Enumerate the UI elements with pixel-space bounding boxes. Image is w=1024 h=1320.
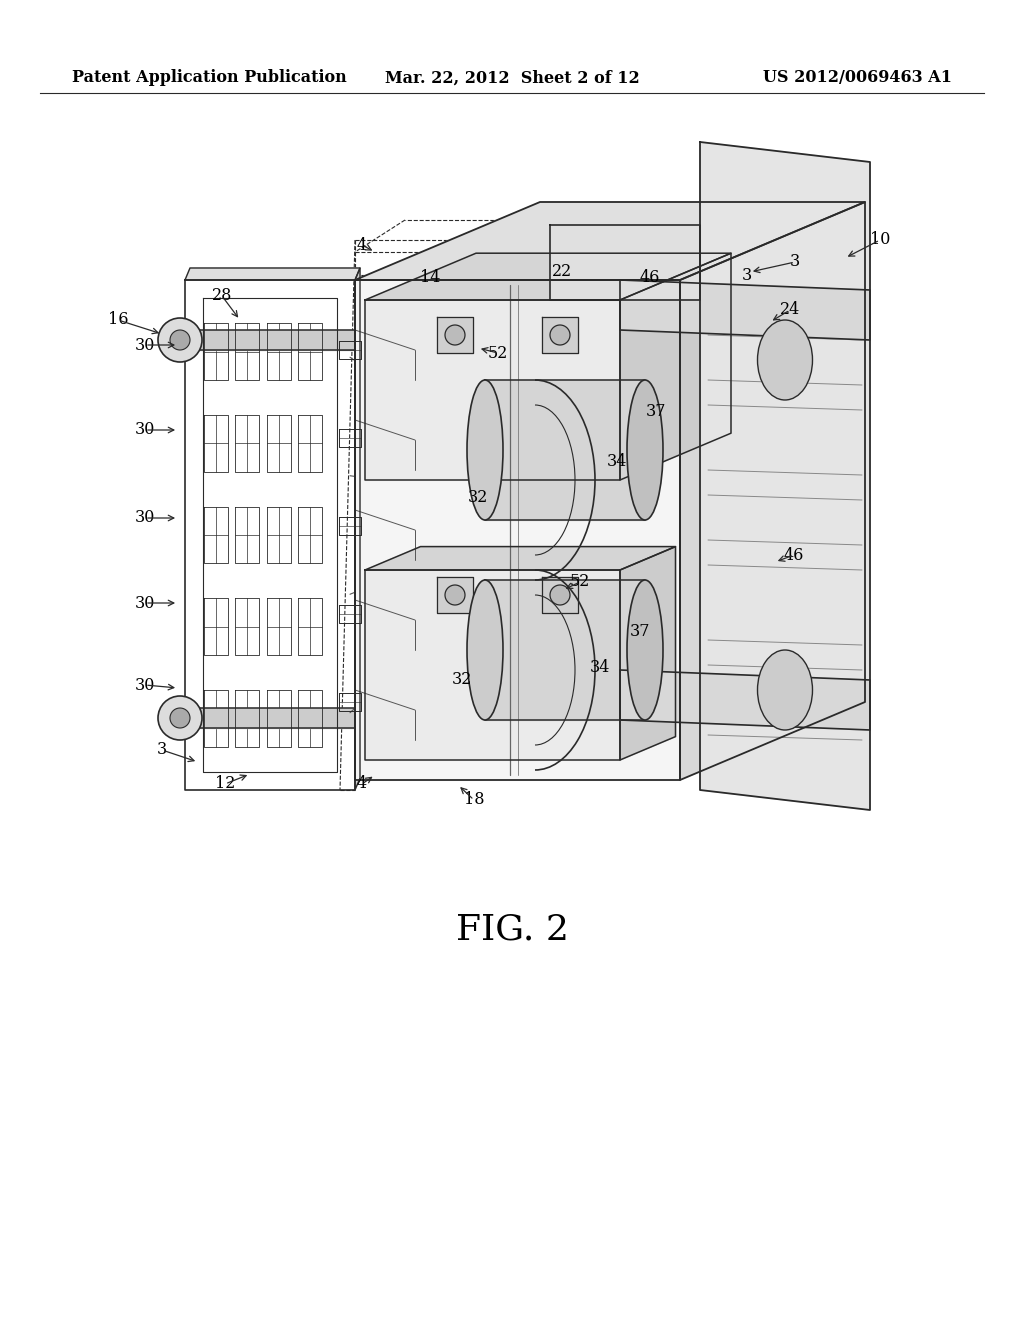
- Text: 34: 34: [607, 454, 627, 470]
- Polygon shape: [355, 202, 865, 280]
- Text: 37: 37: [646, 404, 667, 421]
- Text: 37: 37: [630, 623, 650, 640]
- Text: 4: 4: [357, 236, 367, 253]
- Text: 30: 30: [135, 510, 156, 527]
- Text: 32: 32: [468, 490, 488, 507]
- Circle shape: [445, 325, 465, 345]
- Text: FIG. 2: FIG. 2: [456, 913, 568, 946]
- Polygon shape: [355, 280, 680, 780]
- Text: 28: 28: [212, 288, 232, 305]
- Polygon shape: [620, 546, 676, 760]
- Text: 4: 4: [357, 776, 367, 792]
- Polygon shape: [185, 268, 360, 280]
- Text: US 2012/0069463 A1: US 2012/0069463 A1: [763, 70, 952, 87]
- Polygon shape: [700, 143, 870, 810]
- Circle shape: [158, 318, 202, 362]
- Polygon shape: [173, 708, 355, 729]
- Ellipse shape: [467, 579, 503, 719]
- Text: 3: 3: [741, 267, 752, 284]
- Circle shape: [170, 330, 190, 350]
- Text: 10: 10: [869, 231, 890, 248]
- Ellipse shape: [758, 319, 812, 400]
- Text: 16: 16: [108, 312, 128, 329]
- Text: 52: 52: [569, 573, 590, 590]
- Text: 24: 24: [780, 301, 800, 318]
- Polygon shape: [620, 671, 870, 730]
- Polygon shape: [620, 253, 731, 480]
- Circle shape: [158, 696, 202, 741]
- Polygon shape: [542, 577, 578, 612]
- Circle shape: [550, 585, 570, 605]
- Text: 30: 30: [135, 676, 156, 693]
- Text: 46: 46: [640, 268, 660, 285]
- Polygon shape: [485, 380, 645, 520]
- Text: 30: 30: [135, 337, 156, 354]
- Ellipse shape: [627, 579, 663, 719]
- Ellipse shape: [758, 649, 812, 730]
- Circle shape: [550, 325, 570, 345]
- Text: Patent Application Publication: Patent Application Publication: [72, 70, 347, 87]
- Ellipse shape: [467, 380, 503, 520]
- Text: 30: 30: [135, 594, 156, 611]
- Polygon shape: [173, 330, 355, 350]
- Polygon shape: [365, 570, 620, 760]
- Polygon shape: [680, 202, 865, 780]
- Text: 32: 32: [452, 672, 472, 689]
- Polygon shape: [365, 546, 676, 570]
- Polygon shape: [620, 280, 870, 341]
- Polygon shape: [365, 300, 620, 480]
- Text: 3: 3: [157, 742, 167, 759]
- Text: 14: 14: [420, 269, 440, 286]
- Text: 22: 22: [552, 264, 572, 281]
- Polygon shape: [542, 317, 578, 352]
- Circle shape: [170, 708, 190, 729]
- Polygon shape: [437, 577, 473, 612]
- Ellipse shape: [627, 380, 663, 520]
- Text: 30: 30: [135, 421, 156, 438]
- Polygon shape: [355, 268, 360, 789]
- Circle shape: [445, 585, 465, 605]
- Polygon shape: [485, 579, 645, 719]
- Text: 46: 46: [783, 546, 804, 564]
- Text: 18: 18: [464, 792, 484, 808]
- Text: 34: 34: [590, 660, 610, 676]
- Text: Mar. 22, 2012  Sheet 2 of 12: Mar. 22, 2012 Sheet 2 of 12: [385, 70, 639, 87]
- Text: 52: 52: [487, 345, 508, 362]
- Polygon shape: [437, 317, 473, 352]
- Text: 12: 12: [215, 776, 236, 792]
- Polygon shape: [550, 224, 700, 300]
- Polygon shape: [365, 253, 731, 300]
- Text: 3: 3: [790, 253, 800, 271]
